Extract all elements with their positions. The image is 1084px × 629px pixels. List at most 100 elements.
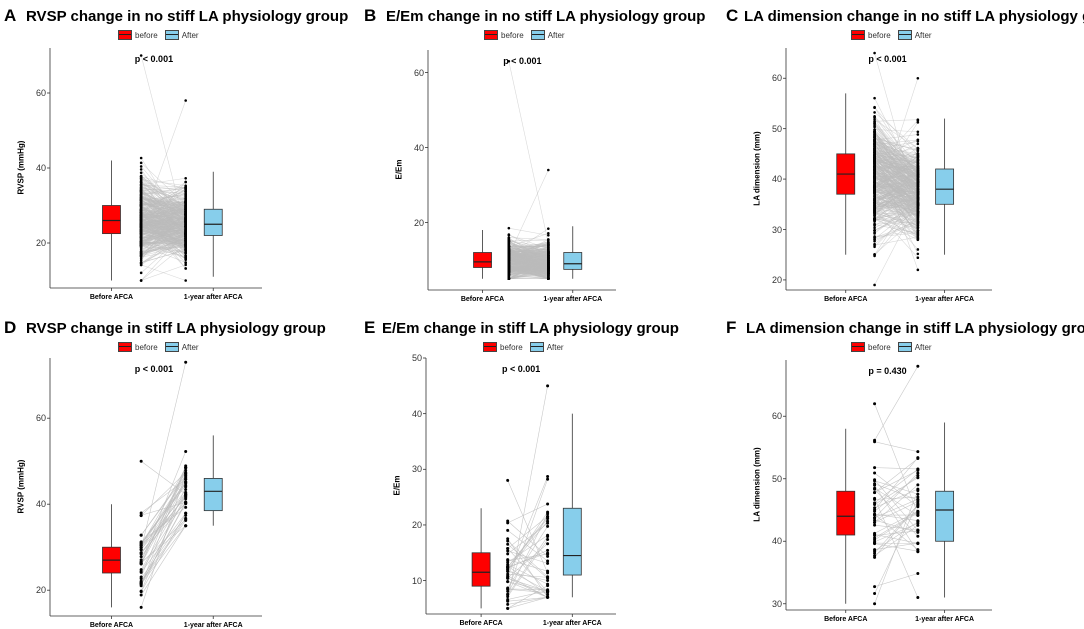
box-after	[564, 226, 582, 279]
data-point-after	[547, 275, 550, 278]
data-point-after	[917, 204, 920, 207]
data-point-before	[140, 534, 143, 537]
data-point-before	[140, 571, 143, 574]
data-point-after	[917, 181, 920, 184]
data-point-after	[917, 191, 920, 194]
data-point-before	[506, 590, 509, 593]
paired-line	[875, 468, 918, 469]
data-point-before	[873, 232, 876, 235]
data-point-after	[547, 251, 550, 254]
data-point-before	[506, 529, 509, 532]
data-point-after	[917, 143, 920, 146]
data-point-after	[916, 520, 919, 523]
data-point-before	[873, 97, 876, 100]
data-point-after	[917, 140, 920, 143]
data-point-before	[873, 516, 876, 519]
y-tick-label: 40	[414, 143, 424, 153]
data-point-before	[140, 272, 143, 275]
data-point-after	[184, 495, 187, 498]
paired-line	[141, 479, 186, 560]
data-point-after	[184, 484, 187, 487]
data-point-after	[917, 256, 920, 259]
data-point-before	[873, 503, 876, 506]
data-point-after	[916, 500, 919, 503]
y-tick-label: 40	[412, 409, 422, 419]
data-point-before	[506, 559, 509, 562]
data-point-before	[873, 161, 876, 164]
data-point-before	[873, 487, 876, 490]
data-point-before	[873, 223, 876, 226]
data-point-after	[917, 153, 920, 156]
data-point-before	[506, 552, 509, 555]
data-point-before	[140, 460, 143, 463]
data-point-after	[547, 261, 550, 264]
data-point-after	[917, 235, 920, 238]
y-tick-label: 20	[772, 275, 782, 285]
data-point-before	[140, 241, 143, 244]
paired-lines	[875, 366, 918, 604]
data-point-before	[508, 247, 511, 250]
y-tick-label: 20	[412, 520, 422, 530]
data-point-before	[140, 200, 143, 203]
y-tick-label: 60	[36, 413, 46, 423]
data-point-before	[873, 255, 876, 258]
data-point-after	[917, 230, 920, 233]
data-point-before	[508, 239, 511, 242]
data-point-before	[140, 261, 143, 264]
paired-line	[509, 238, 548, 240]
data-point-before	[140, 171, 143, 174]
data-point-before	[140, 254, 143, 257]
y-tick-label: 60	[772, 73, 782, 83]
data-point-after	[184, 488, 187, 491]
paired-line	[875, 478, 918, 505]
data-point-before	[140, 279, 143, 282]
data-point-before	[873, 181, 876, 184]
box-after	[936, 119, 954, 255]
data-point-after	[546, 538, 549, 541]
data-point-after	[917, 226, 920, 229]
data-point-before	[506, 607, 509, 610]
data-point-after	[184, 481, 187, 484]
data-point-before	[873, 550, 876, 553]
data-point-before	[140, 514, 143, 517]
data-point-before	[140, 221, 143, 224]
data-point-before	[140, 594, 143, 597]
x-tick-label: 1-year after AFCA	[184, 622, 243, 629]
data-point-after	[917, 155, 920, 158]
data-point-after	[184, 222, 187, 225]
data-point-after	[184, 191, 187, 194]
data-point-after	[546, 475, 549, 478]
paired-lines	[509, 61, 548, 279]
data-point-before	[873, 178, 876, 181]
data-point-after	[546, 534, 549, 537]
p-value-annotation: p < 0.001	[135, 364, 173, 374]
data-point-before	[140, 165, 143, 168]
data-point-after	[546, 596, 549, 599]
box-iqr	[474, 253, 492, 268]
data-point-after	[917, 147, 920, 150]
data-point-after	[184, 181, 187, 184]
data-point-after	[547, 232, 550, 235]
paired-line	[875, 543, 918, 544]
data-point-before	[873, 118, 876, 121]
data-point-after	[917, 178, 920, 181]
data-point-before	[140, 590, 143, 593]
data-point-before	[873, 513, 876, 516]
chart-plot	[722, 0, 1082, 310]
data-point-after	[184, 99, 187, 102]
data-point-before	[873, 466, 876, 469]
data-point-after	[917, 232, 920, 235]
data-point-after	[184, 512, 187, 515]
data-point-after	[184, 216, 187, 219]
data-point-after	[546, 577, 549, 580]
data-point-after	[546, 478, 549, 481]
data-point-after	[184, 245, 187, 248]
paired-lines	[508, 386, 548, 609]
data-point-after	[184, 248, 187, 251]
data-point-before	[873, 471, 876, 474]
data-point-before	[508, 227, 511, 230]
data-point-after	[916, 488, 919, 491]
